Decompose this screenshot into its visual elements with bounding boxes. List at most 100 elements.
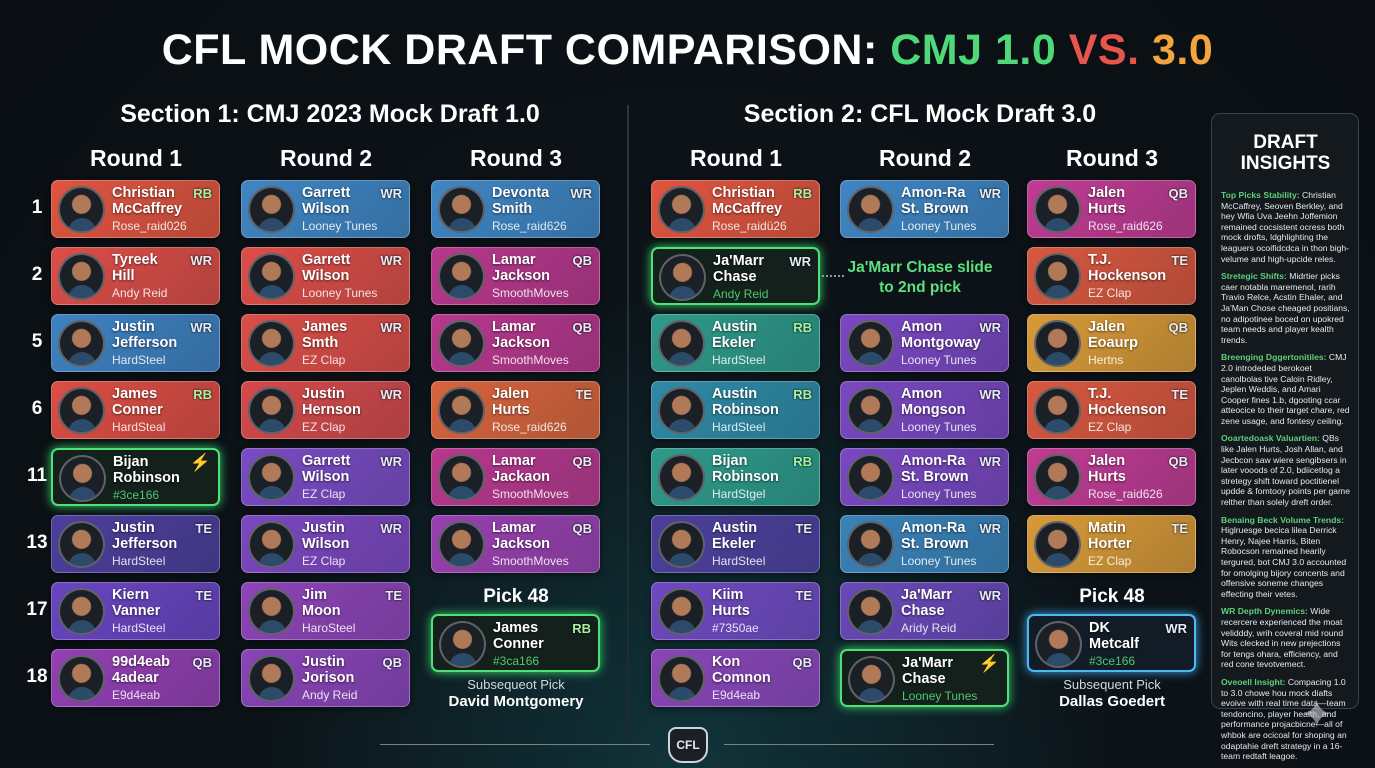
insight-body: QBs like Jalen Hurts, Josh Allan, and Je… [1221, 433, 1350, 508]
player-card[interactable]: Matin Horter EZ Clap TE [1027, 515, 1196, 573]
player-card[interactable]: Devonta Smith Rose_raid626 WR [431, 180, 600, 238]
player-first-name: Tyreek [112, 252, 158, 268]
insight-item: Ooartedoask Valuartien: QBs like Jalen H… [1221, 433, 1350, 507]
insights-title: DRAFT INSIGHTS [1240, 132, 1331, 174]
player-card[interactable]: DK Metcalf #3ce166 WR [1027, 614, 1196, 672]
player-card[interactable]: Amon-Ra St. Brown Looney Tunes WR [840, 448, 1009, 506]
player-card[interactable]: Jalen Eoaurp Hertns QB [1027, 314, 1196, 372]
player-last-name: Hurts [1088, 469, 1126, 485]
player-card[interactable]: Ja'Marr Chase Looney Tunes ⚡ [840, 649, 1009, 707]
team-name: Hertns [1088, 353, 1124, 367]
player-first-name: James [112, 386, 158, 402]
position-badge: WR [570, 186, 592, 201]
position-badge: TE [195, 588, 212, 603]
player-name: Garrett Wilson [302, 252, 350, 284]
player-last-name: Ekeler [712, 536, 756, 552]
player-card[interactable]: Justin Jefferson HardSteel TE [51, 515, 220, 573]
player-card[interactable]: Austin Robinson HardSteel RB [651, 381, 820, 439]
player-last-name: Jackson [492, 268, 551, 284]
player-first-name: Christian [712, 185, 775, 201]
player-name: Lamar Jackson [492, 319, 550, 351]
player-card[interactable]: Justin Wilson EZ Clap WR [241, 515, 410, 573]
player-card[interactable]: T.J. Hockenson EZ Clap TE [1027, 381, 1196, 439]
team-name: Looney Tunes [901, 219, 977, 233]
position-badge: QB [572, 521, 593, 536]
player-avatar [58, 521, 105, 568]
player-card[interactable]: Jalen Hurts Rose_raid626 QB [1027, 180, 1196, 238]
player-card[interactable]: Christian McCaffrey Rose_raidü26 RB [651, 180, 820, 238]
player-card[interactable]: Justin Jefferson HardSteel WR [51, 314, 220, 372]
player-last-name: Chase [901, 603, 945, 619]
player-avatar [248, 655, 295, 702]
player-card[interactable]: Ja'Marr Chase Aridy Reid WR [840, 582, 1009, 640]
player-card[interactable]: Justin Hernson EZ Clap WR [241, 381, 410, 439]
player-card[interactable]: Kiim Hurts #7350ae TE [651, 582, 820, 640]
player-last-name: Wilson [302, 201, 350, 217]
player-avatar [248, 588, 295, 635]
team-name: Looney Tunes [901, 554, 977, 568]
position-badge: WR [979, 186, 1001, 201]
player-card[interactable]: Amon Montgoway Looney Tunes WR [840, 314, 1009, 372]
player-card[interactable]: Austin Ekeler HardSteel RB [651, 314, 820, 372]
player-card[interactable]: Jim Moon HaroSteel TE [241, 582, 410, 640]
player-card[interactable]: T.J. Hockenson EZ Clap TE [1027, 247, 1196, 305]
player-card[interactable]: Lamar Jackaon SmoothMoves QB [431, 448, 600, 506]
team-name: HardSteel [712, 554, 766, 568]
player-card[interactable]: Lamar Jackson SmoothMoves QB [431, 247, 600, 305]
player-card[interactable]: James Smth EZ Clap WR [241, 314, 410, 372]
player-name: Justin Jefferson [112, 319, 177, 351]
player-name: Bijan Robinson [712, 453, 779, 485]
player-first-name: Jalen [1088, 453, 1126, 469]
player-avatar [658, 320, 705, 367]
team-name: Looney Tunes [901, 353, 977, 367]
player-name: Jalen Eoaurp [1088, 319, 1138, 351]
team-name: Rose_raid626 [492, 219, 567, 233]
player-card[interactable]: Ja'Marr Chase Andy Reid WR [651, 247, 820, 305]
player-last-name: Conner [112, 402, 163, 418]
player-card[interactable]: Jalen Hurts Rose_raid626 QB [1027, 448, 1196, 506]
player-card[interactable]: James Conner #3ca166 RB [431, 614, 600, 672]
player-card[interactable]: Christian McCaffrey Rose_raid026 RB [51, 180, 220, 238]
player-card[interactable]: 99d4eab 4adear E9d4eab QB [51, 649, 220, 707]
player-card[interactable]: Garrett Wilson EZ Clap WR [241, 448, 410, 506]
player-card[interactable]: Amon Mongson Looney Tunes WR [840, 381, 1009, 439]
player-card[interactable]: Garrett Wilson Looney Tunes WR [241, 247, 410, 305]
annotation-note: Ja'Marr Chase slide to 2nd pick [847, 259, 993, 296]
subsequent-pick-name: Dallas Goedert [1059, 693, 1165, 710]
player-first-name: T.J. [1088, 252, 1112, 268]
player-card[interactable]: Bijan Robinson #3ce166 ⚡ [51, 448, 220, 506]
player-card[interactable]: Tyreek Hill Andy Reid WR [51, 247, 220, 305]
insight-heading: WR Depth Dynemics: [1221, 606, 1308, 617]
player-last-name: Wilson [302, 536, 350, 552]
player-card[interactable]: Lamar Jackson SmoothMoves QB [431, 314, 600, 372]
player-card[interactable]: Justin Jorison Andy Reid QB [241, 649, 410, 707]
player-card[interactable]: Jalen Hurts Rose_raid626 TE [431, 381, 600, 439]
position-badge: WR [979, 521, 1001, 536]
player-avatar [438, 320, 485, 367]
player-name: Garrett Wilson [302, 453, 350, 485]
player-card[interactable]: Garrett Wilson Looney Tunes WR [241, 180, 410, 238]
pick-48-header: Pick 48 [1079, 586, 1145, 607]
player-avatar [438, 253, 485, 300]
player-card[interactable]: Lamar Jackson SmoothMoves QB [431, 515, 600, 573]
player-card[interactable]: Austin Ekeler HardSteel TE [651, 515, 820, 573]
subsequent-pick-name: David Montgomery [448, 693, 584, 710]
player-name: Christian McCaffrey [112, 185, 182, 217]
player-first-name: Ja'Marr [713, 253, 765, 269]
position-badge: WR [979, 588, 1001, 603]
player-card[interactable]: Amon-Ra St. Brown Looney Tunes WR [840, 180, 1009, 238]
player-card[interactable]: Bijan Robinson HardStgel RB [651, 448, 820, 506]
sparkle-icon: ✦ [1300, 693, 1334, 737]
insight-body: Compacing 1.0 to 3.0 chowe hou mock diaf… [1221, 676, 1347, 762]
player-last-name: St. Brown [901, 469, 969, 485]
player-last-name: Hurts [712, 603, 750, 619]
player-card[interactable]: James Conner HardSteal RB [51, 381, 220, 439]
player-avatar [1034, 521, 1081, 568]
player-card[interactable]: Kiern Vanner HardSteel TE [51, 582, 220, 640]
player-card[interactable]: Kon Comnon E9d4eab QB [651, 649, 820, 707]
player-avatar [248, 387, 295, 434]
team-name: #3ce166 [113, 488, 160, 502]
player-card[interactable]: Amon-Ra St. Brown Looney Tunes WR [840, 515, 1009, 573]
player-avatar [248, 320, 295, 367]
player-first-name: Justin [302, 520, 345, 536]
